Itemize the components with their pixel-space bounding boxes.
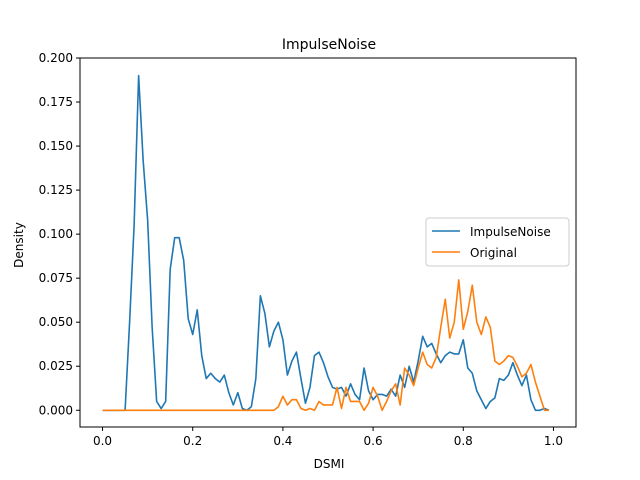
plot-frame	[79, 57, 577, 428]
y-tick-label: 0.200	[39, 51, 73, 65]
series-line-original	[102, 279, 549, 412]
legend-box	[425, 217, 570, 267]
chart-title: ImpulseNoise	[282, 37, 376, 53]
legend-label: ImpulseNoise	[470, 225, 551, 239]
x-tick-label: 0.4	[273, 434, 292, 448]
y-tick-label: 0.075	[39, 271, 73, 285]
x-tick-label: 0.6	[364, 434, 383, 448]
y-tick-label: 0.050	[39, 315, 73, 329]
y-tick-label: 0.125	[39, 183, 73, 197]
x-tick-label: 0.2	[183, 434, 202, 448]
y-axis: 0.000 0.025 0.050 0.075 0.100 0.125 0.150 0.175…	[39, 51, 80, 417]
x-axis: 0.0 0.2 0.4 0.6 0.8 1.0	[93, 427, 563, 448]
legend: ImpulseNoise Original	[425, 217, 570, 267]
y-axis-label: Density	[12, 222, 26, 268]
y-tick-label: 0.000	[39, 403, 73, 417]
y-tick-label: 0.100	[39, 227, 73, 241]
series-line-impulsenoise	[102, 74, 550, 412]
x-tick-label: 0.8	[454, 434, 473, 448]
x-tick-label: 1.0	[544, 434, 563, 448]
x-tick-label: 0.0	[93, 434, 112, 448]
y-tick-label: 0.150	[39, 139, 73, 153]
legend-label: Original	[470, 246, 517, 260]
x-axis-label: DSMI	[314, 457, 345, 471]
y-tick-label: 0.025	[39, 359, 73, 373]
y-tick-label: 0.175	[39, 95, 73, 109]
plot-area	[102, 74, 550, 412]
